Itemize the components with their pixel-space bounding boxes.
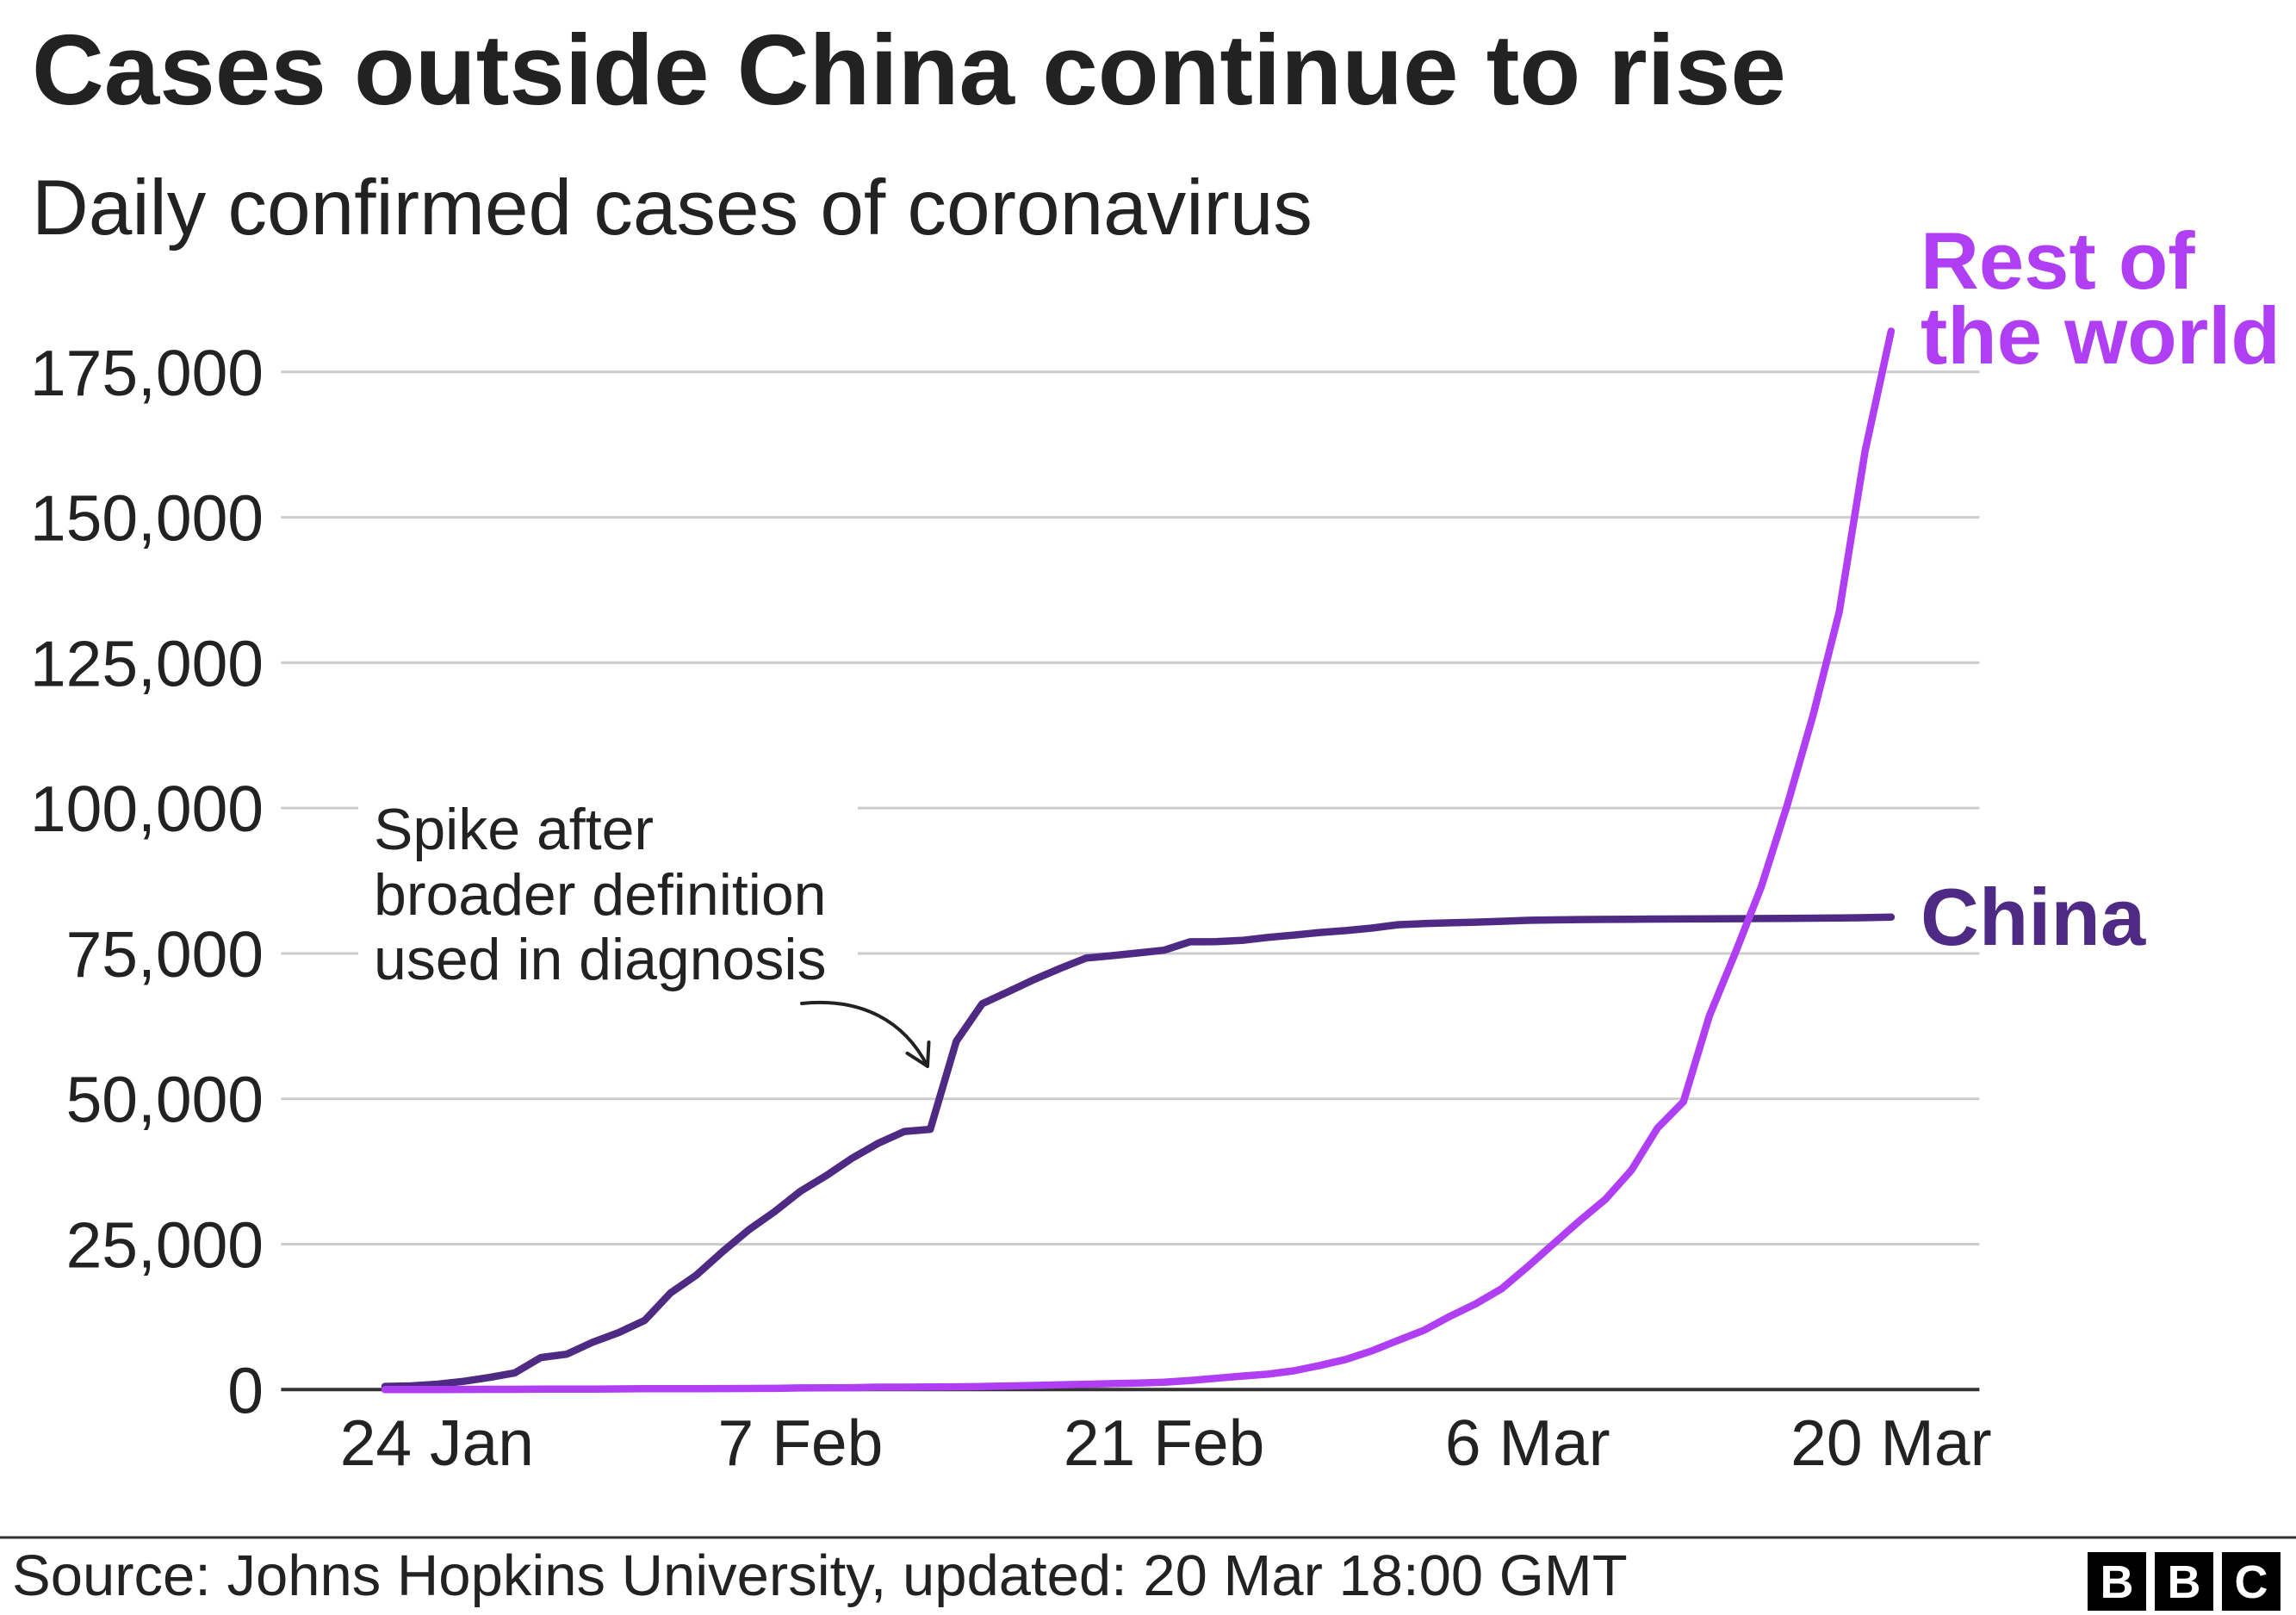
- x-tick-label: 24 Jan: [340, 1407, 534, 1479]
- source-note: Source: Johns Hopkins University, update…: [12, 1544, 1628, 1608]
- y-tick-label: 150,000: [30, 482, 264, 555]
- china-label: China: [1921, 872, 2146, 962]
- logo-block: [2088, 1552, 2146, 1611]
- annotation-arrowhead: [905, 1040, 931, 1068]
- logo-letter: C: [2235, 1556, 2268, 1608]
- rest-of-the-world-line: [381, 327, 1896, 1394]
- logo-letter: B: [2168, 1556, 2201, 1608]
- logo-block: [2222, 1552, 2280, 1611]
- y-tick-label: 75,000: [66, 918, 264, 991]
- series-labels: Rest of the world China: [1921, 215, 2280, 962]
- rest-of-world-label: Rest of: [1921, 215, 2195, 306]
- y-tick-label: 25,000: [66, 1209, 264, 1282]
- x-axis-labels: 24 Jan 7 Feb 21 Feb 6 Mar 20 Mar: [340, 1407, 1992, 1479]
- annotation-line: used in diagnosis: [374, 927, 826, 992]
- y-tick-label: 50,000: [66, 1064, 264, 1136]
- y-tick-label: 0: [227, 1354, 264, 1426]
- chart-subtitle: Daily confirmed cases of coronavirus: [32, 165, 1312, 252]
- annotation-line: Spike after: [374, 797, 654, 862]
- y-axis-labels: 0 25,000 50,000 75,000 100,000 125,000 150,000…: [30, 337, 264, 1427]
- x-tick-label: 21 Feb: [1064, 1407, 1265, 1479]
- rest-of-world-label: the world: [1921, 290, 2280, 381]
- x-tick-label: 6 Mar: [1445, 1407, 1610, 1479]
- x-tick-label: 20 Mar: [1790, 1407, 1991, 1479]
- logo-block: [2155, 1552, 2213, 1611]
- logo-letter: B: [2101, 1556, 2134, 1608]
- y-tick-label: 100,000: [30, 773, 264, 845]
- china-line: [381, 913, 1896, 1390]
- y-tick-label: 125,000: [30, 627, 264, 699]
- annotation-arrow: [800, 1001, 929, 1068]
- y-tick-label: 175,000: [30, 337, 264, 409]
- annotation-background: [358, 786, 858, 996]
- series-lines: [381, 327, 1896, 1394]
- annotation-line: broader definition: [374, 862, 826, 928]
- chart-title: Cases outside China continue to rise: [32, 14, 1786, 126]
- x-tick-label: 7 Feb: [718, 1407, 884, 1479]
- annotation: Spike after broader definition used in d…: [358, 786, 931, 1068]
- bbc-logo: B B C: [2088, 1552, 2280, 1611]
